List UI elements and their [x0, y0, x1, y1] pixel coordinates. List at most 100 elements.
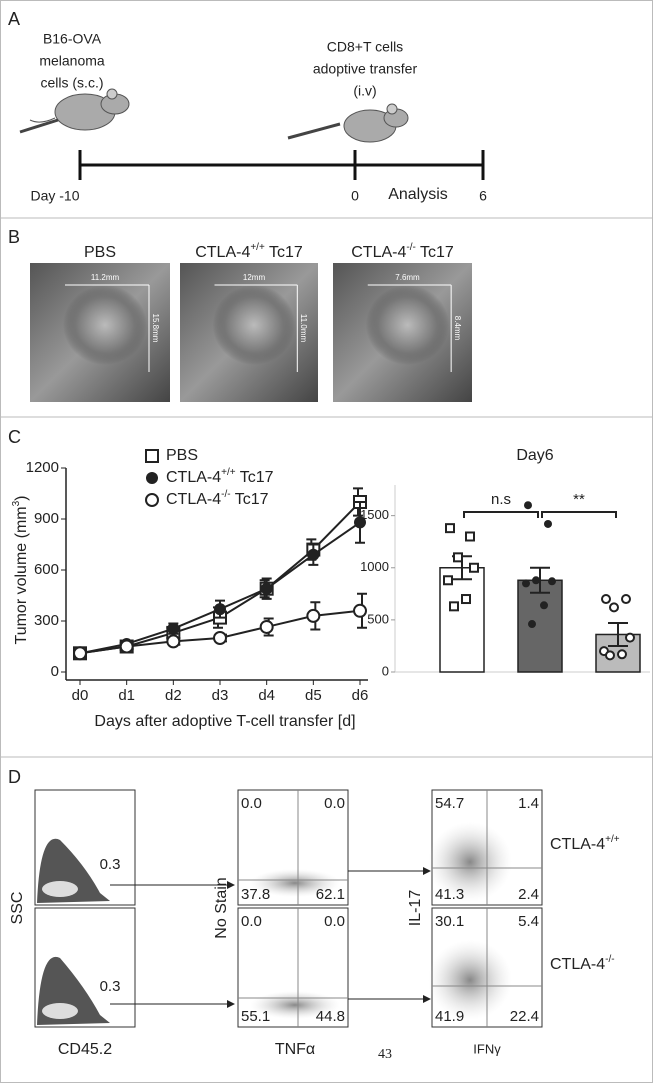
panel-label: C — [8, 427, 21, 447]
tumor — [212, 285, 296, 365]
annotation: adoptive transfer — [313, 61, 418, 77]
data-point — [524, 501, 532, 510]
marker — [167, 622, 180, 635]
quadrant-value: 41.9 — [435, 1008, 464, 1025]
timeline — [78, 150, 485, 180]
x-tick-label: d3 — [212, 687, 229, 704]
mouse-icon — [19, 88, 130, 134]
superscript: -/- — [605, 954, 614, 965]
data-point — [461, 594, 471, 605]
superscript: 3 — [11, 500, 22, 506]
x-tick-label: d6 — [352, 687, 369, 704]
text-part: CTLA-4 — [166, 469, 221, 486]
data-point — [528, 620, 536, 629]
annotation: B16-OVA — [43, 31, 102, 47]
measure-label: 8.4mm — [453, 316, 462, 341]
row-label: CTLA-4+/+ — [550, 834, 620, 853]
y-tick-label: 300 — [34, 612, 59, 629]
marker — [259, 619, 274, 634]
data-point — [522, 579, 530, 588]
legend-label: PBS — [166, 447, 198, 464]
image-title: CTLA-4+/+ Tc17 — [195, 242, 303, 261]
text-part: PBS — [166, 447, 198, 464]
y-tick-label: 1000 — [360, 559, 389, 574]
gate-value: 0.3 — [100, 978, 121, 995]
axis-label: TNFα — [275, 1041, 315, 1058]
data-point — [625, 632, 635, 643]
marker — [307, 548, 320, 561]
marker — [214, 603, 226, 616]
y-tick-label: 1500 — [360, 507, 389, 522]
y-tick-label: 600 — [34, 561, 59, 578]
timeline-label: Day -10 — [30, 188, 79, 204]
legend-marker — [145, 449, 159, 463]
data-point — [544, 519, 552, 528]
axis-label: IL-17 — [407, 890, 424, 927]
marker — [354, 516, 366, 529]
panel-label: D — [8, 767, 21, 787]
panel-label: B — [8, 227, 20, 247]
quadrant-value: 37.8 — [241, 886, 270, 903]
data-point — [605, 650, 615, 661]
data-point — [443, 575, 453, 586]
tumor — [365, 285, 450, 365]
timeline-label: 6 — [479, 188, 487, 204]
text-part: CTLA-4 — [550, 956, 605, 973]
quadrant-value: 54.7 — [435, 795, 464, 812]
measure-label: 7.6mm — [395, 273, 420, 282]
page-number: 43 — [378, 1047, 392, 1062]
series-line — [79, 501, 361, 655]
timeline-label: Analysis — [388, 186, 448, 203]
quadrant-value: 30.1 — [435, 913, 464, 930]
measure-label: 12mm — [243, 273, 266, 282]
x-tick-label: d4 — [258, 687, 275, 704]
significance-label: n.s — [491, 491, 511, 508]
y-tick-label: 1200 — [26, 459, 59, 476]
y-axis-label: Tumor volume (mm3) — [11, 496, 30, 645]
superscript: -/- — [221, 489, 230, 500]
density-core — [42, 1003, 78, 1019]
text-part: CTLA-4 — [550, 836, 605, 853]
image-title: PBS — [84, 244, 116, 261]
superscript: +/+ — [250, 242, 265, 253]
measure-label: 11.0mm — [299, 314, 308, 343]
quadrant-value: 44.8 — [316, 1008, 345, 1025]
legend-marker — [146, 472, 158, 484]
quadrant-value: 1.4 — [518, 795, 539, 812]
panel-label: A — [8, 9, 20, 29]
axis-label: CD45.2 — [58, 1041, 112, 1058]
event-cloud — [250, 869, 340, 897]
mouse-icon — [287, 103, 409, 143]
annotation: cells (s.c.) — [41, 75, 104, 91]
text-part: CTLA-4 — [195, 244, 250, 261]
text-part: CTLA-4 — [166, 491, 221, 508]
quadrant-value: 0.0 — [324, 913, 345, 930]
quadrant-value: 22.4 — [510, 1008, 539, 1025]
marker — [119, 639, 134, 654]
data-point — [445, 523, 455, 534]
data-point — [453, 552, 463, 563]
y-tick-label: 0 — [382, 663, 389, 678]
marker — [213, 631, 227, 645]
text-part: Tc17 — [231, 491, 269, 508]
data-point — [449, 601, 459, 612]
significance-bracket — [541, 511, 617, 518]
y-tick-label: 500 — [367, 611, 389, 626]
text-part: ) — [13, 496, 30, 501]
text-part: PBS — [84, 244, 116, 261]
timeline-label: 0 — [351, 188, 359, 204]
bar — [517, 579, 563, 673]
data-point — [601, 594, 611, 605]
measure-label: 15.8mm — [151, 314, 160, 343]
x-tick-label: d1 — [118, 687, 135, 704]
data-point — [540, 601, 548, 610]
marker — [306, 608, 321, 623]
x-axis-label: Days after adoptive T-cell transfer [d] — [94, 713, 355, 730]
quadrant-value: 0.0 — [241, 913, 262, 930]
significance-label: ** — [573, 491, 585, 508]
data-point — [465, 531, 475, 542]
annotation: (i.v) — [353, 83, 376, 99]
x-tick-label: d2 — [165, 687, 182, 704]
legend-marker — [145, 493, 159, 507]
quadrant-value: 41.3 — [435, 886, 464, 903]
